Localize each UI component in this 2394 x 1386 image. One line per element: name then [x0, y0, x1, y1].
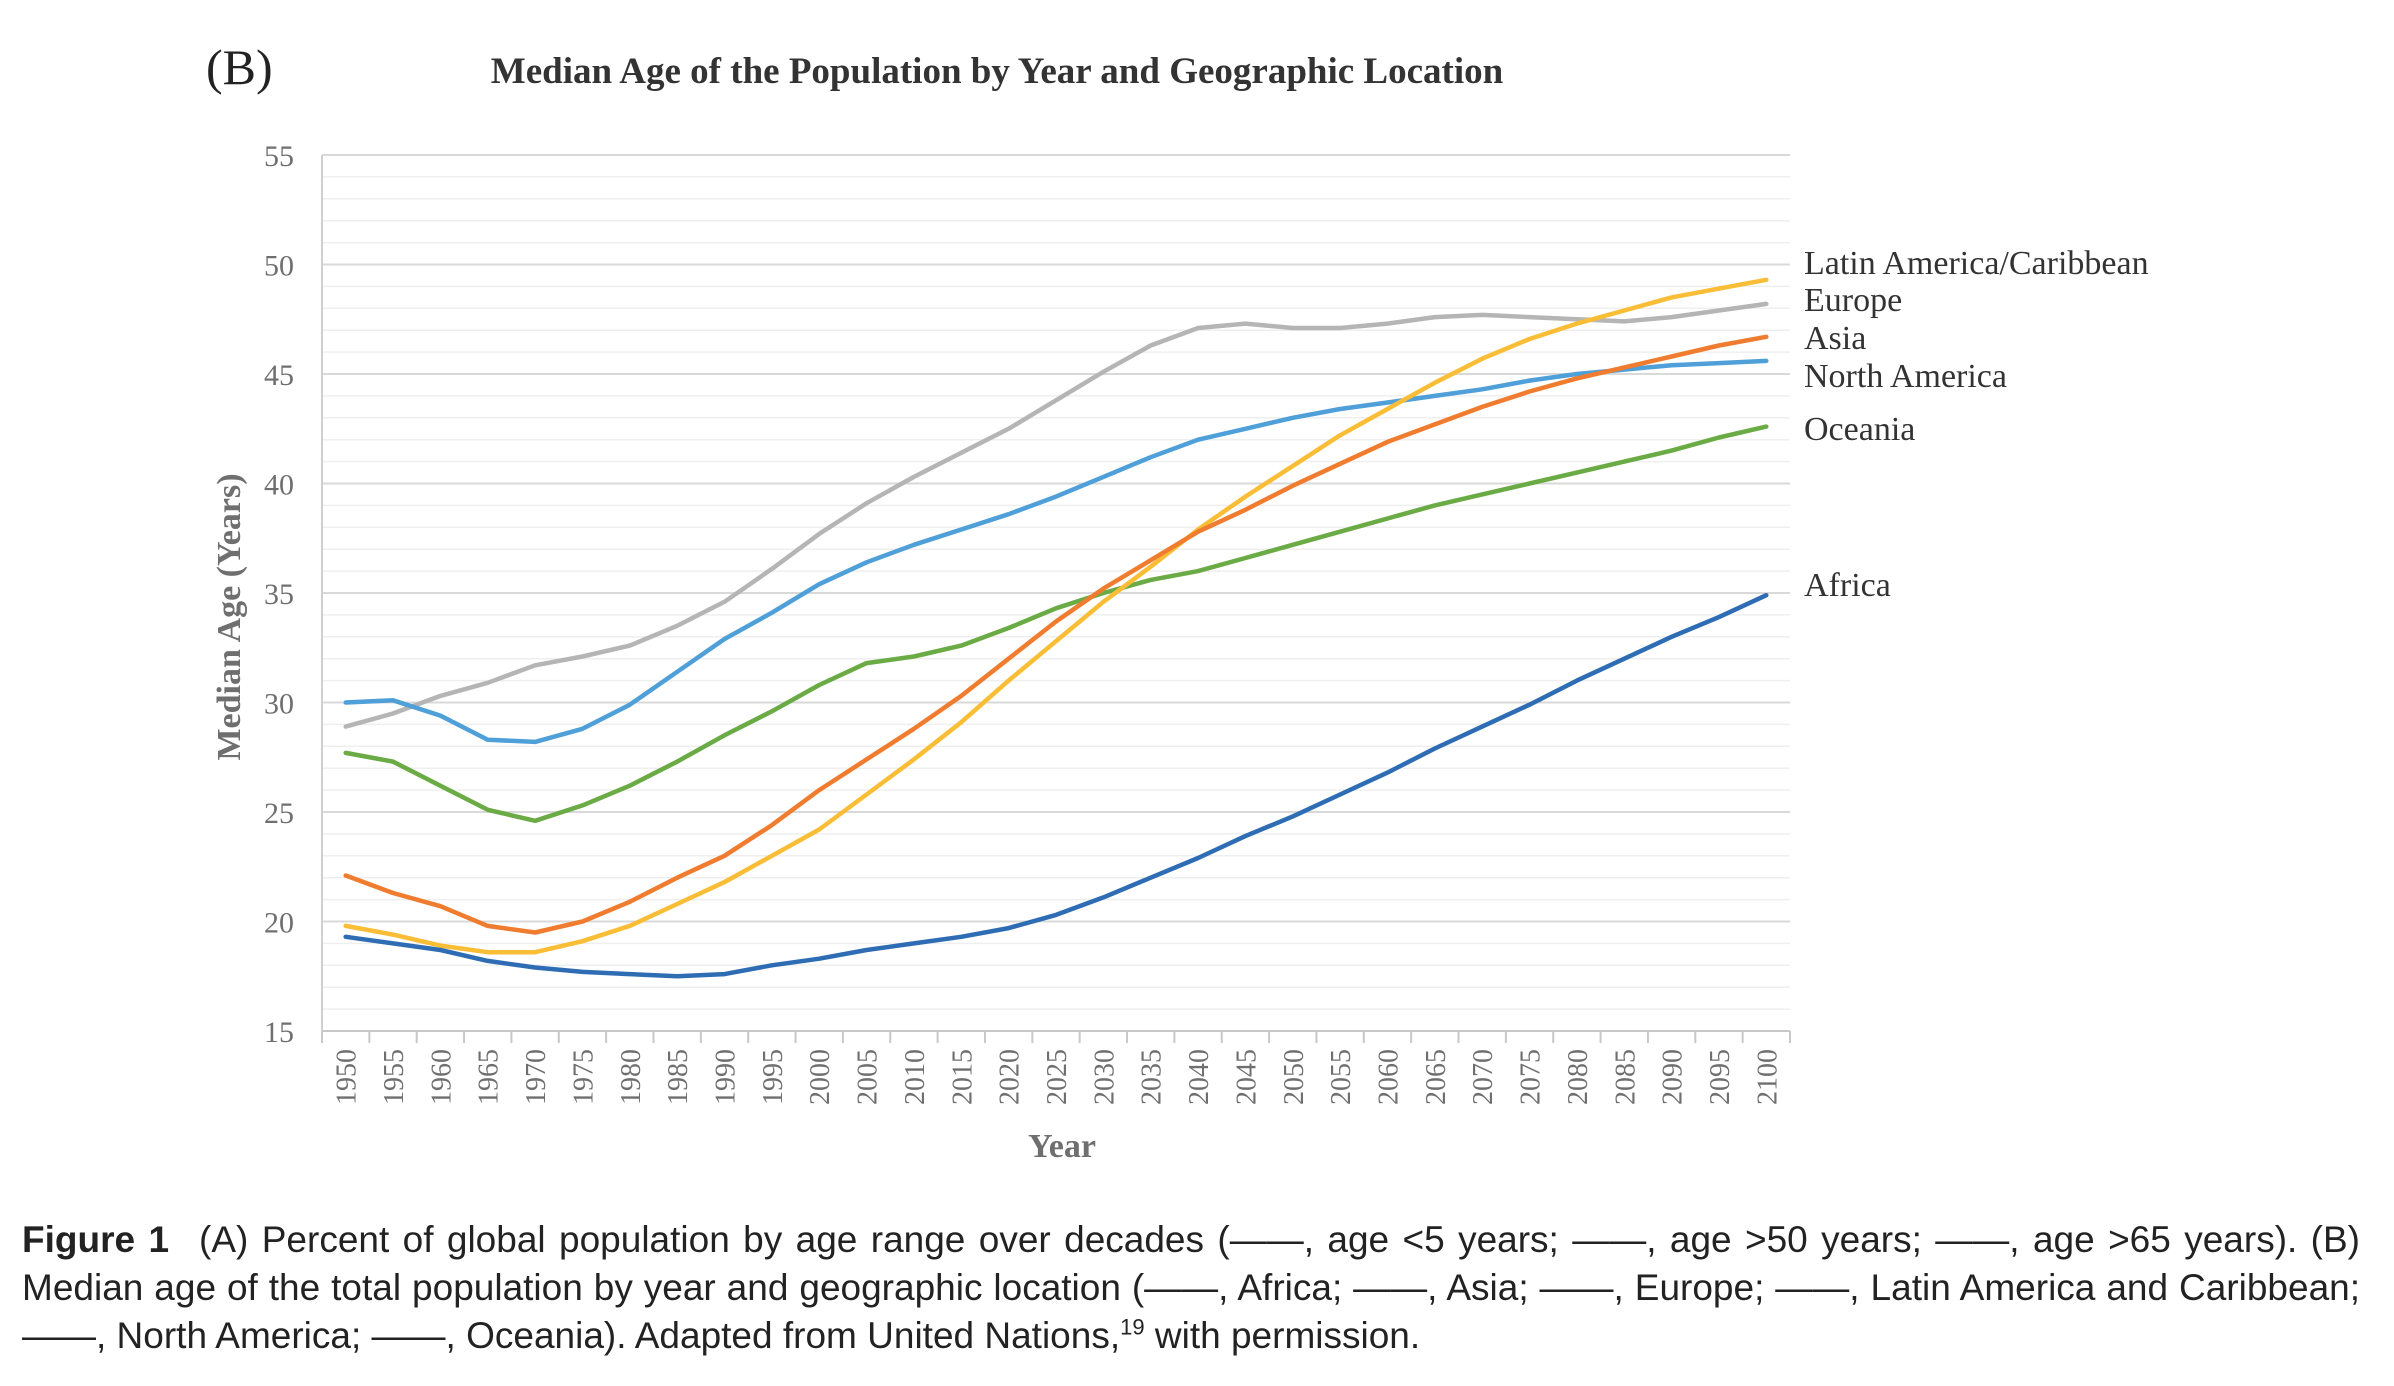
y-tick-label: 55 [264, 140, 294, 173]
x-tick-label: 2005 [853, 1049, 884, 1105]
gridlines [322, 154, 1790, 1032]
x-tick-label: 2045 [1231, 1049, 1262, 1105]
panel-label: (B) [206, 39, 273, 95]
y-tick-label: 30 [264, 688, 294, 721]
x-tick-label: 2100 [1752, 1049, 1783, 1105]
x-tick-label: 2085 [1610, 1049, 1641, 1105]
x-tick-label: 2025 [1042, 1049, 1073, 1105]
y-tick-label: 45 [264, 359, 294, 392]
x-tick-label: 2015 [947, 1049, 978, 1105]
series-end-label: North America [1804, 358, 2007, 395]
y-tick-label: 25 [264, 797, 294, 830]
caption-reference: 19 [1120, 1314, 1145, 1340]
figure-caption: Figure 1 (A) Percent of global population… [22, 1216, 2360, 1360]
x-tick-label: 1990 [711, 1049, 742, 1105]
x-tick-label: 1975 [568, 1049, 599, 1105]
x-tick-label: 2070 [1468, 1049, 1499, 1105]
series-line-asia [343, 334, 1769, 935]
y-tick-label: 50 [264, 250, 294, 283]
x-tick-label: 2020 [995, 1049, 1026, 1105]
y-axis-label: Median Age (Years) [211, 473, 248, 760]
series-end-label: Asia [1804, 320, 1866, 357]
caption-text: (A) Percent of global population by age … [22, 1219, 2360, 1356]
series-end-label: Latin America/Caribbean [1804, 245, 2149, 282]
x-tick-label: 1985 [663, 1049, 694, 1105]
x-tick-label: 2040 [1184, 1049, 1215, 1105]
figure-label: Figure 1 [22, 1219, 170, 1260]
series-end-label: Oceania [1804, 411, 1915, 448]
x-tick-label: 1980 [616, 1049, 647, 1105]
x-tick-label: 2050 [1279, 1049, 1310, 1105]
x-tick-label: 2035 [1137, 1049, 1168, 1105]
series-line-north-america [343, 358, 1769, 745]
y-tick-label: 15 [264, 1016, 294, 1049]
x-axis-label: Year [1028, 1128, 1096, 1165]
series-end-label: Africa [1804, 567, 1891, 604]
series-labels: Africa Asia Oceania Europe North America Lati… [1804, 245, 2149, 604]
x-tick-label: 2060 [1373, 1049, 1404, 1105]
x-tick-label: 1950 [332, 1049, 363, 1105]
series-lines [343, 277, 1769, 979]
x-tick-label: 1995 [758, 1049, 789, 1105]
x-tick-label: 2075 [1516, 1049, 1547, 1105]
series-line-oceania [343, 277, 1769, 955]
x-tick-label: 2010 [900, 1049, 931, 1105]
x-tick-label: 2090 [1658, 1049, 1689, 1105]
x-tick-label: 1965 [474, 1049, 505, 1105]
y-tick-label: 35 [264, 578, 294, 611]
y-tick-label: 20 [264, 907, 294, 940]
series-line-latin-america-and-caribbean [343, 301, 1769, 729]
caption-text-end: with permission. [1144, 1315, 1421, 1356]
x-tick-label: 2065 [1421, 1049, 1452, 1105]
x-tick-label: 1960 [426, 1049, 457, 1105]
x-tick-label: 2030 [1089, 1049, 1120, 1105]
x-tick-label: 1970 [521, 1049, 552, 1105]
series-line-europe [343, 424, 1769, 824]
x-tick-label: 2000 [805, 1049, 836, 1105]
series-end-label: Europe [1804, 282, 1902, 319]
x-tick-label: 2095 [1705, 1049, 1736, 1105]
x-tick-label: 2055 [1326, 1049, 1357, 1105]
series-line-africa [343, 592, 1769, 979]
x-tick-label: 2080 [1563, 1049, 1594, 1105]
chart-title: Median Age of the Population by Year and… [490, 51, 1504, 92]
x-tick-label: 1955 [379, 1049, 410, 1105]
y-tick-label: 40 [264, 469, 294, 502]
